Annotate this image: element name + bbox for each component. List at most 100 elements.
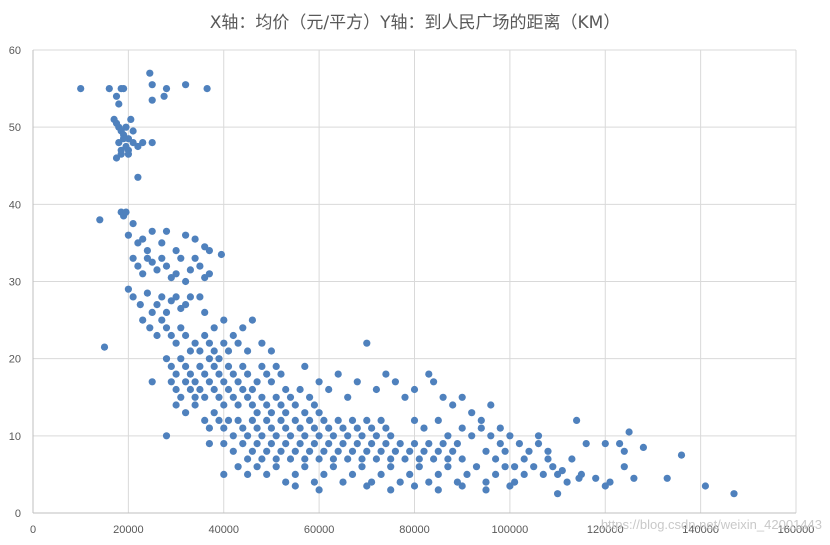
data-point [215,355,223,363]
data-point [272,393,280,401]
data-point [363,482,371,490]
data-point [177,355,185,363]
data-point [224,362,233,370]
data-point [167,331,175,340]
data-point [117,150,125,158]
data-point [544,455,552,463]
data-point [539,470,547,478]
data-point [105,85,113,93]
data-point [120,85,128,93]
data-point [315,432,323,440]
data-point [286,432,295,440]
data-point [306,447,314,455]
data-point [258,393,266,401]
data-point [220,339,228,347]
x-tick-label: 20000 [113,524,144,536]
data-point [453,440,461,448]
data-point [573,416,581,424]
data-point [217,250,225,259]
x-tick-label: 160000 [778,524,815,536]
data-point [215,393,223,401]
data-point [158,293,166,301]
data-point [344,455,352,463]
x-tick-label: 140000 [682,524,719,536]
data-point [310,401,318,409]
data-point [315,409,323,417]
data-point [162,85,171,93]
data-point [401,455,409,463]
data-point [301,455,309,463]
data-point [320,416,328,424]
data-point [444,463,452,471]
data-point [129,254,137,262]
data-point [186,370,194,378]
data-point [234,339,242,347]
data-point [515,440,524,448]
data-point [196,262,204,270]
data-point [182,301,190,309]
data-point [406,470,414,478]
data-point [172,247,180,255]
data-point [575,474,583,482]
data-point [201,331,209,340]
data-point [220,424,228,432]
data-point [434,416,442,424]
data-point [444,432,452,440]
data-point [425,440,433,448]
data-point [172,401,180,409]
data-point [506,432,514,440]
data-point [205,247,213,255]
data-point [167,297,175,305]
data-point [592,474,600,482]
data-point [77,85,85,93]
data-point [129,220,137,228]
data-point [496,440,504,448]
data-point [158,239,166,247]
data-point [568,455,576,463]
data-point [196,362,204,370]
data-point [277,416,285,424]
data-point [372,432,380,440]
data-point [425,370,433,378]
data-point [444,455,452,463]
data-point [363,416,371,424]
data-point [310,424,318,432]
data-point [258,362,266,370]
data-point [139,235,147,243]
data-point [387,486,395,494]
data-point [272,463,280,471]
data-point [439,393,447,401]
data-point [372,385,380,394]
data-point [387,455,395,463]
data-point [148,378,156,386]
data-point [582,440,590,448]
data-point [234,463,242,471]
data-point [158,316,166,324]
data-point [329,432,337,440]
y-tick-label: 10 [9,431,21,443]
data-point [425,478,433,486]
data-point [372,455,380,463]
y-tick-label: 30 [9,277,21,289]
data-point [286,455,295,463]
data-point [301,432,309,440]
data-point [616,440,624,448]
data-point [730,490,738,498]
data-point [129,139,137,147]
data-point [282,478,290,486]
data-point [277,370,285,378]
data-point [172,370,180,378]
data-point [458,482,466,490]
data-point [248,385,256,394]
data-point [129,293,137,301]
x-tick-labels: 0 20000 40000 60000 80000 100000 120000 140000 1… [30,524,814,536]
data-point [339,440,347,448]
data-point [120,135,128,143]
data-point [182,362,190,370]
data-point [162,262,171,270]
data-point [115,100,123,108]
data-point [449,401,457,409]
data-point [248,316,256,324]
data-point [358,463,366,471]
